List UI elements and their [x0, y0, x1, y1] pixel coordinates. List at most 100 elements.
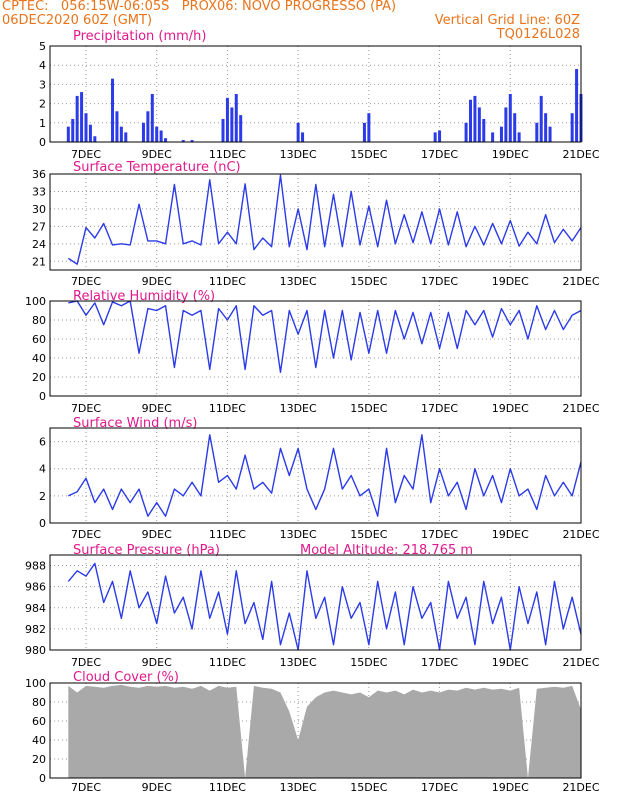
- y-tick-label: 100: [25, 295, 46, 308]
- precip-bar: [513, 113, 517, 142]
- panel-title: Surface Temperature (nC): [73, 160, 241, 175]
- x-tick-label: 15DEC: [350, 148, 387, 161]
- precip-bar: [438, 130, 442, 142]
- x-tick-label: 21DEC: [562, 402, 599, 415]
- y-tick-label: 984: [25, 602, 46, 615]
- precip-bar: [119, 126, 123, 142]
- series-line: [67, 562, 582, 651]
- x-tick-label: 19DEC: [492, 528, 529, 541]
- x-tick-label: 21DEC: [562, 275, 599, 288]
- x-tick-label: 19DEC: [492, 148, 529, 161]
- y-tick-label: 0: [39, 390, 46, 403]
- precip-bar: [234, 94, 238, 142]
- x-tick-label: 15DEC: [350, 402, 387, 415]
- x-tick-label: 7DEC: [71, 148, 101, 161]
- y-tick-label: 982: [25, 623, 46, 636]
- x-tick-label: 17DEC: [421, 275, 458, 288]
- header-run-date: 06DEC2020 60Z (GMT): [2, 13, 153, 28]
- x-tick-label: 15DEC: [350, 656, 387, 669]
- x-tick-label: 9DEC: [142, 656, 172, 669]
- header-station-line: CPTEC: 056:15W-06:05S PROX06: NOVO PROGR…: [2, 0, 397, 14]
- precip-bar: [225, 97, 229, 142]
- x-tick-label: 17DEC: [421, 402, 458, 415]
- x-tick-label: 21DEC: [562, 148, 599, 161]
- precip-bar: [499, 126, 503, 142]
- x-tick-label: 9DEC: [142, 528, 172, 541]
- y-tick-label: 4: [39, 463, 46, 476]
- y-tick-label: 6: [39, 436, 46, 449]
- panel-title: Surface Pressure (hPa): [73, 543, 220, 558]
- precip-bar: [469, 99, 473, 142]
- x-tick-label: 21DEC: [562, 656, 599, 669]
- precip-bar: [575, 69, 579, 142]
- x-tick-label: 15DEC: [350, 528, 387, 541]
- panel-frame: [49, 300, 582, 397]
- precip-bar: [230, 107, 234, 142]
- panel-frame: [49, 45, 582, 143]
- x-tick-label: 7DEC: [71, 402, 101, 415]
- precip-bar: [570, 113, 574, 142]
- y-tick-label: 3: [39, 78, 46, 91]
- x-tick-label: 13DEC: [280, 148, 317, 161]
- precip-bar: [477, 107, 481, 142]
- series-line: [67, 174, 582, 265]
- x-tick-label: 17DEC: [421, 528, 458, 541]
- precip-bar: [181, 140, 185, 142]
- y-tick-label: 60: [32, 715, 46, 728]
- x-tick-label: 7DEC: [71, 275, 101, 288]
- y-tick-label: 2: [39, 490, 46, 503]
- x-tick-label: 13DEC: [280, 402, 317, 415]
- y-tick-label: 21: [32, 255, 46, 268]
- series-line: [68, 300, 582, 373]
- x-tick-label: 9DEC: [142, 402, 172, 415]
- precip-bar: [504, 107, 508, 142]
- precip-bar: [491, 132, 495, 142]
- precip-bar: [535, 122, 539, 142]
- x-tick-label: 19DEC: [492, 781, 529, 794]
- x-tick-label: 9DEC: [142, 275, 172, 288]
- precip-bar: [464, 122, 468, 142]
- y-tick-label: 80: [32, 696, 46, 709]
- precip-bar: [155, 126, 159, 142]
- x-tick-label: 11DEC: [209, 781, 246, 794]
- series-line: [68, 434, 582, 517]
- x-tick-label: 9DEC: [142, 781, 172, 794]
- y-tick-label: 980: [25, 644, 46, 657]
- precip-bar: [66, 126, 70, 142]
- panel-title: Precipitation (mm/h): [73, 29, 206, 44]
- y-tick-label: 1: [39, 117, 46, 130]
- y-tick-label: 20: [32, 753, 46, 766]
- x-tick-label: 13DEC: [280, 781, 317, 794]
- precip-bar: [517, 132, 521, 142]
- precip-bar: [164, 138, 168, 142]
- x-tick-label: 11DEC: [209, 656, 246, 669]
- precip-bar: [473, 95, 477, 142]
- y-tick-label: 100: [25, 677, 46, 690]
- header-model-id: TQ0126L028: [496, 27, 580, 42]
- y-tick-label: 0: [39, 772, 46, 785]
- x-tick-label: 11DEC: [209, 402, 246, 415]
- x-tick-label: 19DEC: [492, 656, 529, 669]
- y-tick-label: 30: [32, 203, 46, 216]
- y-tick-label: 27: [32, 220, 46, 233]
- y-tick-label: 33: [32, 185, 46, 198]
- precip-bar: [88, 124, 92, 142]
- precip-bar: [124, 132, 128, 142]
- x-tick-label: 9DEC: [142, 148, 172, 161]
- y-tick-label: 80: [32, 314, 46, 327]
- x-tick-label: 15DEC: [350, 275, 387, 288]
- y-tick-label: 60: [32, 333, 46, 346]
- precip-bar: [190, 140, 194, 142]
- y-tick-label: 986: [25, 581, 46, 594]
- y-tick-label: 5: [39, 40, 46, 53]
- precip-bar: [367, 113, 371, 142]
- x-tick-label: 19DEC: [492, 402, 529, 415]
- panel-annotation: Model Altitude: 218.765 m: [300, 543, 473, 558]
- precip-bar: [71, 118, 75, 142]
- precip-bar: [84, 113, 88, 142]
- y-tick-label: 40: [32, 352, 46, 365]
- y-tick-label: 0: [39, 136, 46, 149]
- cloud-area: [68, 684, 582, 778]
- x-tick-label: 21DEC: [562, 781, 599, 794]
